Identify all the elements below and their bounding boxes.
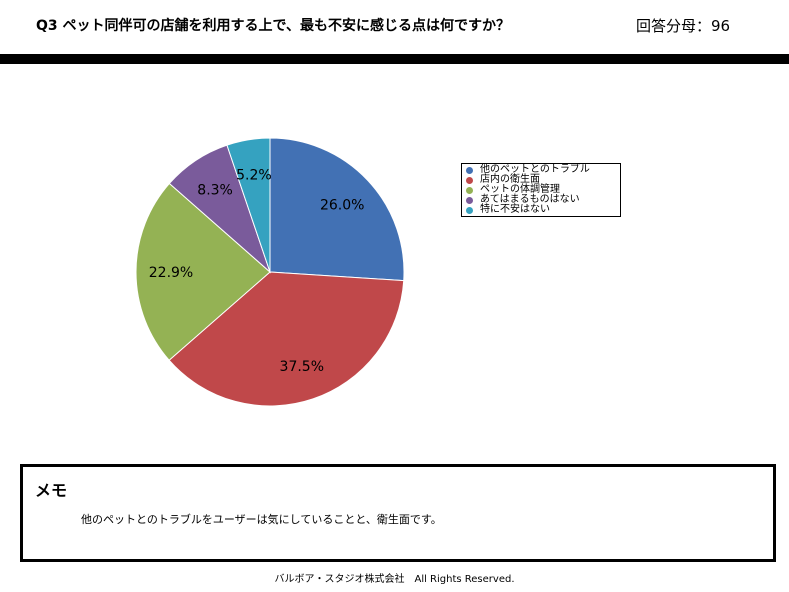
footer-copyright: バルボア・スタジオ株式会社 All Rights Reserved.	[274, 574, 515, 585]
legend-item: あてはまるものはない	[466, 195, 620, 205]
legend-item: 店内の衛生面	[466, 175, 620, 185]
pie-data-label: 37.5%	[280, 359, 324, 375]
pie-data-label: 22.9%	[149, 265, 193, 281]
legend-label: 特に不安はない	[480, 204, 550, 215]
legend-label: 他のペットとのトラブル	[480, 164, 590, 175]
legend-item: ペットの体調管理	[466, 185, 620, 195]
legend-item: 他のペットとのトラブル	[466, 165, 620, 175]
question-title: Q3 ペット同伴可の店舗を利用する上で、最も不安に感じる点は何ですか？	[36, 18, 510, 34]
header-divider	[0, 54, 789, 64]
legend-swatch	[466, 176, 473, 184]
legend-swatch	[466, 186, 473, 194]
memo-text: 他のペットとのトラブルをユーザーは気にしていることと、衛生面です。	[81, 513, 442, 526]
pie-slice	[226, 137, 271, 273]
pie-data-label: 5.2%	[236, 167, 272, 183]
chart-legend: 他のペットとのトラブル 店内の衛生面 ペットの体調管理 あてはまるものはない 特に不安は…	[461, 163, 621, 217]
pie-data-label: 8.3%	[197, 183, 233, 199]
pie-slice	[269, 137, 405, 282]
legend-item: 特に不安はない	[466, 205, 620, 215]
legend-label: あてはまるものはない	[480, 194, 580, 205]
pie-slice	[168, 271, 405, 407]
legend-swatch	[466, 196, 473, 204]
legend-swatch	[466, 166, 473, 174]
pie-slice	[135, 182, 271, 361]
legend-label: ペットの体調管理	[480, 184, 560, 195]
sample-size: 回答分母：96	[636, 17, 731, 35]
pie-data-label: 26.0%	[320, 197, 364, 213]
memo-title: メモ	[35, 481, 68, 500]
pie-chart: 26.0% 37.5% 22.9% 8.3%5.2%	[135, 137, 405, 407]
legend-swatch	[466, 206, 473, 214]
legend-label: 店内の衛生面	[480, 174, 540, 185]
memo-box: メモ 他のペットとのトラブルをユーザーは気にしていることと、衛生面です。	[20, 464, 776, 562]
